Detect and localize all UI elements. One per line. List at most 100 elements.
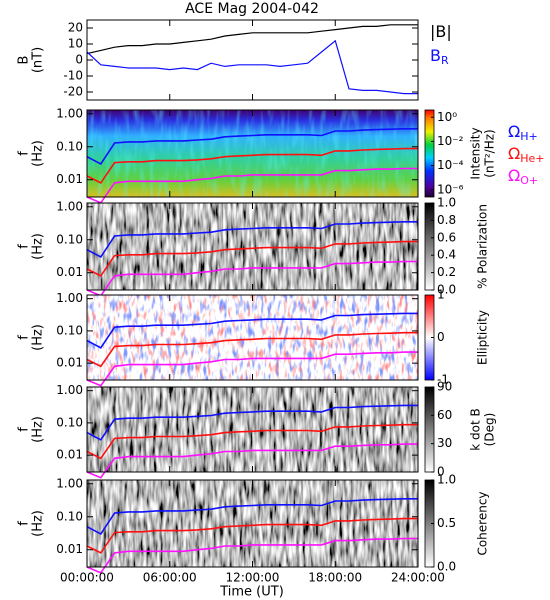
y-axis-label: f: [17, 335, 32, 340]
frequency-line: [86, 423, 418, 460]
x-tick-label: 18:00:00: [308, 571, 362, 585]
y-axis-label: (Hz): [31, 416, 46, 443]
legend-subscript: H+: [520, 130, 538, 143]
y-tick-label: 0.10: [56, 509, 83, 523]
spectrogram-texture: [87, 110, 418, 197]
chart-title: ACE Mag 2004-042: [185, 1, 319, 17]
colorbar-tick-label: 0.4: [437, 248, 456, 262]
colorbar-tick-label: 90: [437, 380, 452, 394]
colorbar: [424, 109, 435, 198]
colorbar-tick-label: 10⁻²: [437, 134, 464, 148]
y-axis-label: (Hz): [31, 140, 46, 167]
y-tick-label: 0.01: [56, 172, 83, 186]
y-axis-label: f: [17, 427, 32, 432]
colorbar-tick-label: 0.5: [437, 516, 456, 530]
colorbar-label: (nT²/Hz): [483, 129, 497, 177]
spectrogram-texture: [87, 295, 418, 380]
y-tick-label: 0.10: [56, 415, 83, 429]
colorbar-tick-label: 0: [437, 465, 445, 479]
x-axis-label: Time (UT): [219, 585, 284, 600]
x-tick-label: 06:00:00: [143, 571, 197, 585]
y-axis-label: (Hz): [31, 510, 46, 537]
y-tick-label: -20: [63, 85, 83, 99]
spectrogram-background: [87, 387, 418, 472]
legend-label: BR: [430, 46, 449, 68]
y-tick-label: 1.00: [56, 106, 83, 120]
y-axis-label: f: [17, 521, 32, 526]
legend-label: ΩO+: [508, 166, 538, 188]
y-tick-label: 1.00: [56, 476, 83, 490]
legend-symbol: Ω: [508, 122, 520, 141]
y-tick-label: 1.00: [56, 291, 83, 305]
y-axis-label: f: [17, 151, 32, 156]
data-line: [86, 24, 418, 55]
colorbar-label: Coherency: [476, 491, 490, 555]
colorbar-tick-label: 1.0: [437, 473, 456, 487]
colorbar-tick-label: 0: [437, 330, 445, 344]
y-axis-label: f: [17, 244, 32, 249]
y-tick-label: 10: [68, 37, 83, 51]
frequency-line: [86, 167, 418, 204]
y-tick-label: 1.00: [56, 383, 83, 397]
y-tick-label: 0.01: [56, 356, 83, 370]
x-tick-label: 24:00:00: [391, 571, 445, 585]
y-tick-label: -10: [63, 69, 83, 83]
legend-subscript: R: [441, 54, 449, 67]
y-tick-label: 0: [75, 53, 83, 67]
frequency-line: [86, 240, 418, 277]
colorbar-tick-label: 0.8: [437, 213, 456, 227]
y-axis-label: (Hz): [31, 233, 46, 260]
y-tick-label: 20: [68, 21, 83, 35]
colorbar-tick-label: 1.0: [437, 196, 456, 210]
frequency-line: [86, 260, 418, 297]
colorbar-tick-label: 0.2: [437, 265, 456, 279]
colorbar-tick-label: 1: [437, 288, 445, 302]
legend-text: B: [430, 46, 441, 65]
legend-text: |B|: [430, 22, 452, 41]
frequency-line: [86, 147, 418, 184]
colorbar-label: Ellipticity: [476, 310, 490, 365]
y-axis-label: (nT): [31, 47, 46, 73]
colorbar: [424, 202, 435, 291]
colorbar-label: Intensity: [469, 127, 483, 179]
frequency-line: [86, 498, 418, 536]
frequency-line: [86, 312, 418, 349]
frequency-line: [86, 537, 418, 574]
legend-label: ΩHe+: [508, 144, 545, 166]
y-axis-label: (Hz): [31, 324, 46, 351]
colorbar: [424, 386, 435, 473]
colorbar-tick-label: 10⁰: [437, 110, 457, 124]
spectrogram-background: [87, 480, 418, 567]
y-tick-label: 0.01: [56, 448, 83, 462]
colorbar-tick-label: 0.6: [437, 230, 456, 244]
y-tick-label: 0.01: [56, 542, 83, 556]
y-tick-label: 0.10: [56, 323, 83, 337]
frequency-line: [86, 221, 418, 259]
legend-symbol: Ω: [508, 144, 520, 163]
y-tick-label: 0.01: [56, 265, 83, 279]
frequency-line: [86, 351, 418, 387]
colorbar-tick-label: 0.0: [437, 560, 456, 574]
frequency-line: [86, 331, 418, 368]
y-tick-label: 1.00: [56, 199, 83, 213]
legend-subscript: O+: [520, 174, 538, 187]
colorbar-label: % Polarization: [476, 204, 490, 289]
y-axis-label: B: [17, 56, 32, 65]
colorbar-tick-label: 30: [437, 436, 452, 450]
frequency-line: [86, 128, 418, 166]
colorbar-label: k dot B: [469, 408, 483, 450]
y-tick-label: 0.10: [56, 139, 83, 153]
frequency-line: [86, 517, 418, 554]
frequency-line: [86, 443, 418, 479]
colorbar-tick-label: 60: [437, 408, 452, 422]
colorbar-tick-label: 10⁻⁴: [437, 158, 464, 172]
legend-label: ΩH+: [508, 122, 538, 144]
colorbar-tick-label: -1: [437, 373, 449, 387]
x-tick-label: 00:00:00: [60, 571, 114, 585]
legend-label: |B|: [430, 22, 452, 41]
y-tick-label: 0.10: [56, 232, 83, 246]
legend-subscript: He+: [520, 152, 544, 165]
panel-frame: [86, 19, 419, 101]
